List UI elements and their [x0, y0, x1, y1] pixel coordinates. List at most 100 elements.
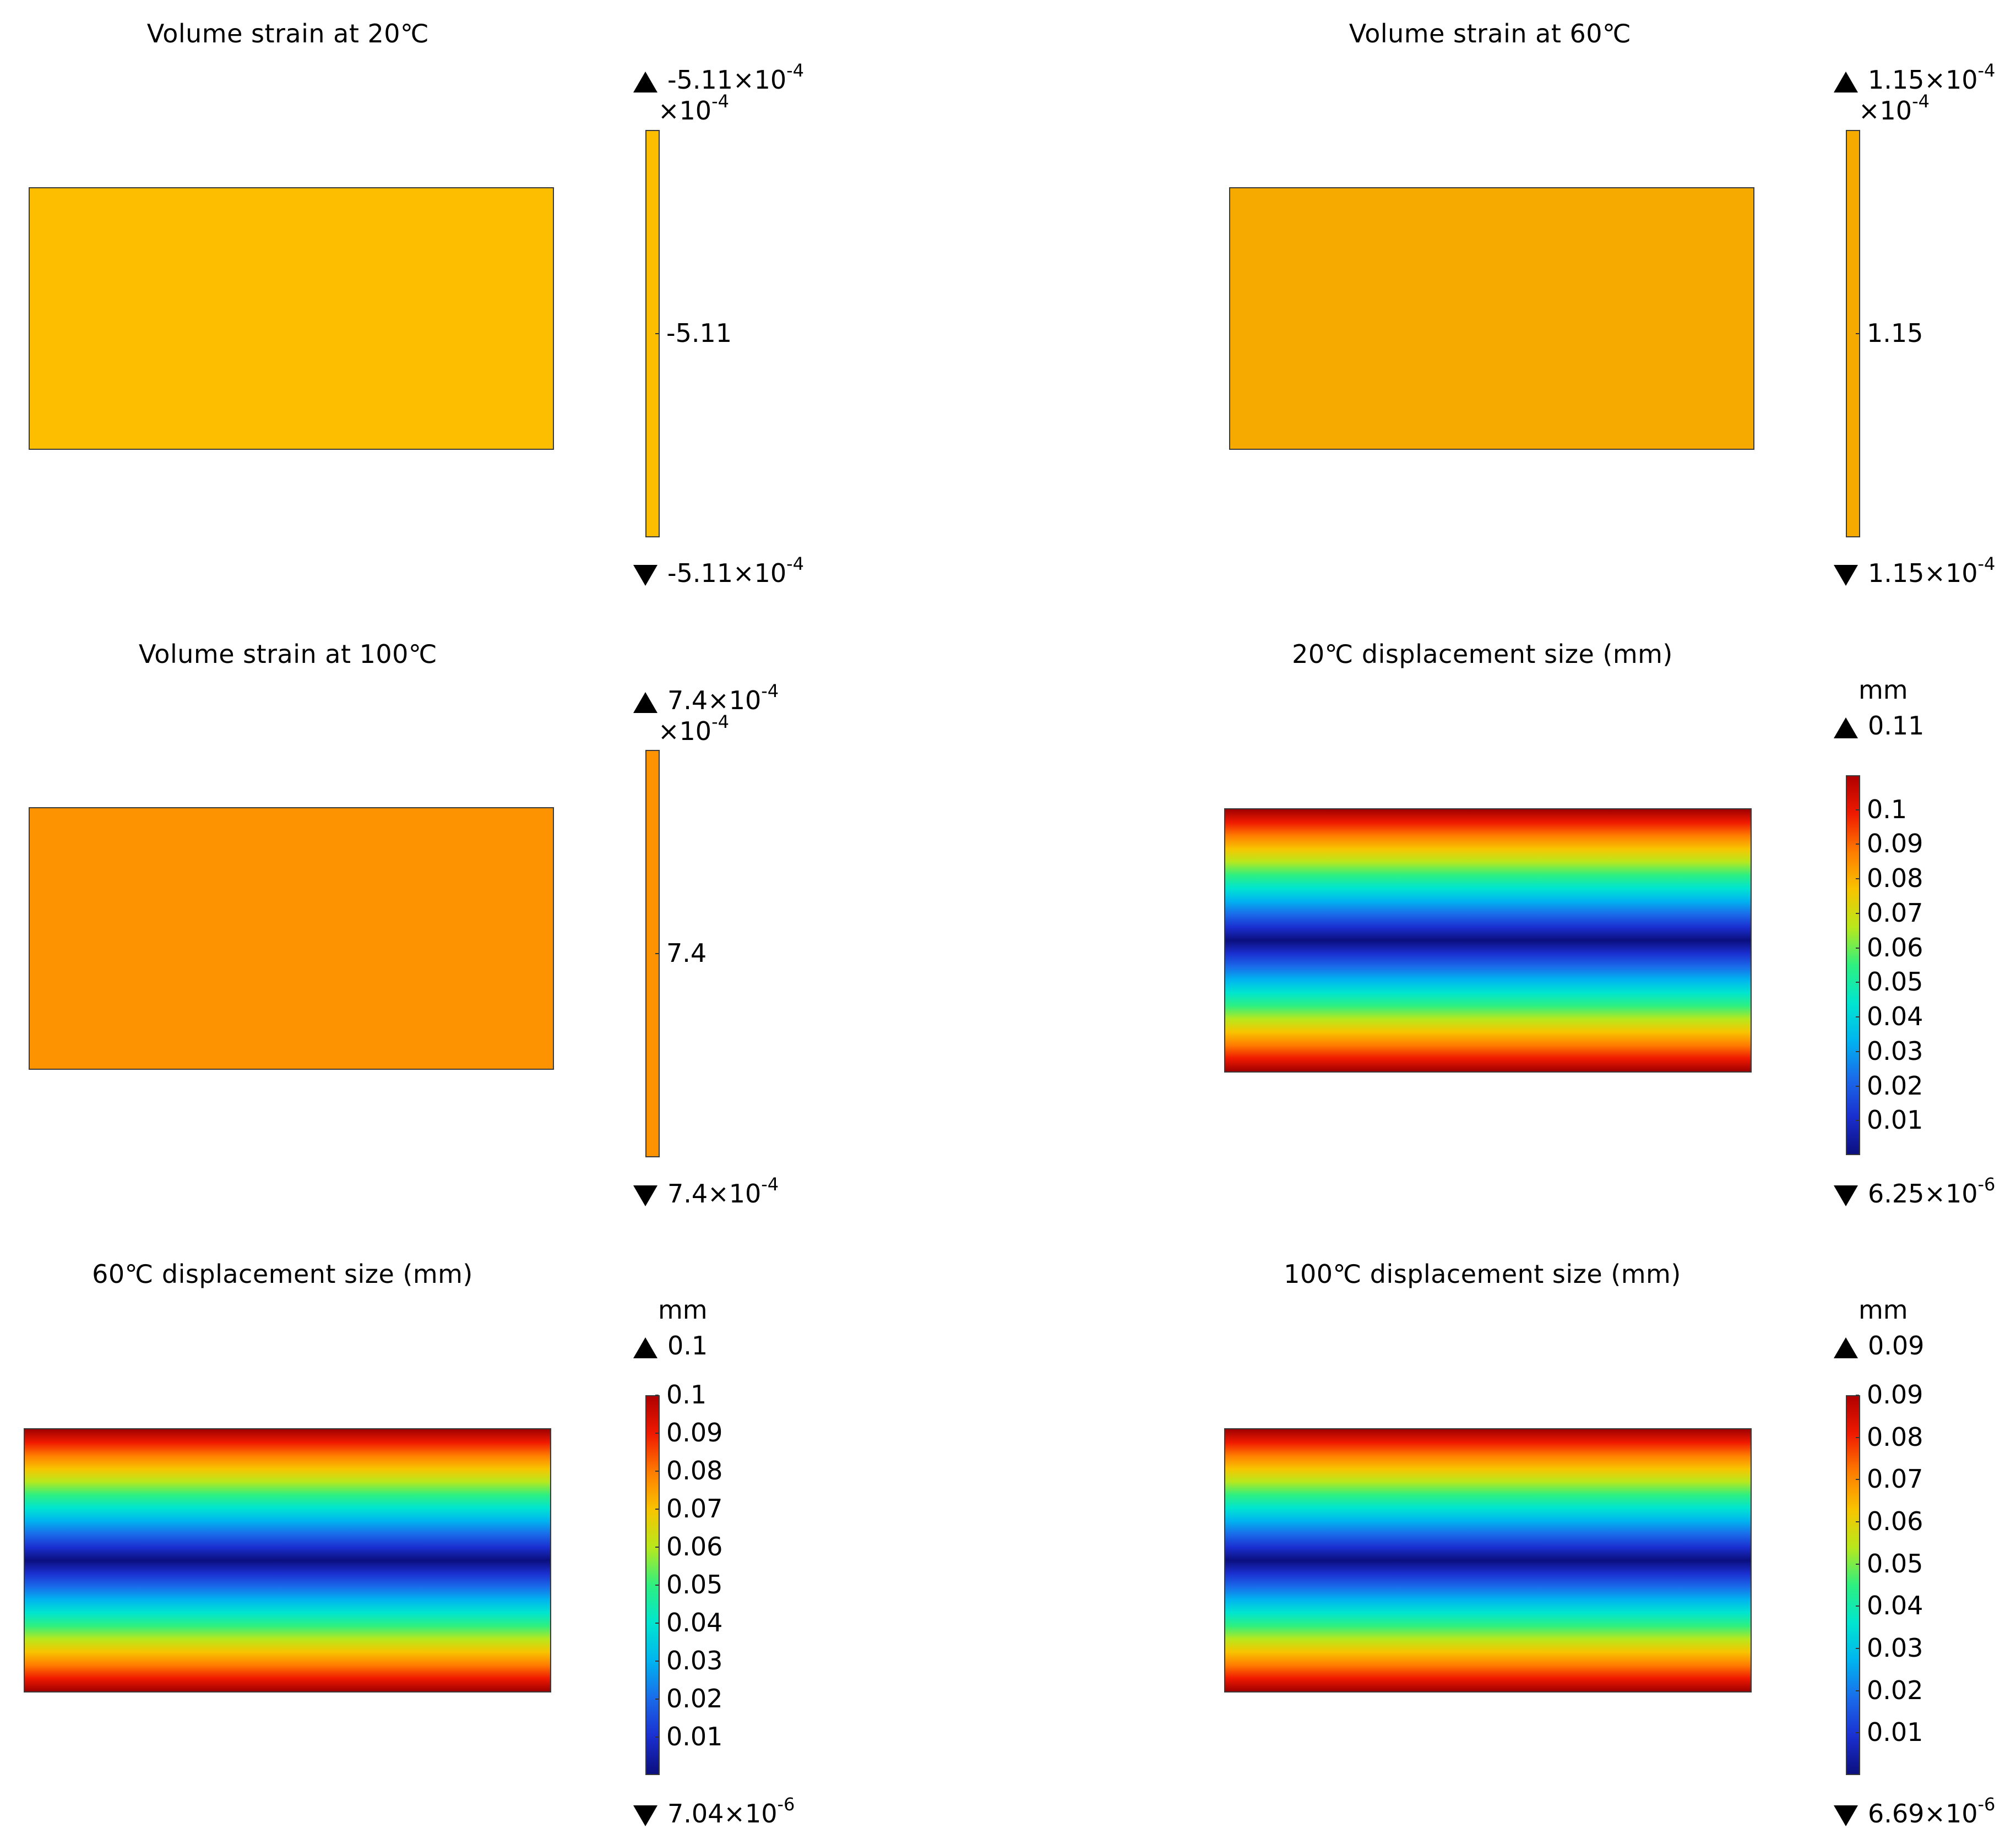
colorbar-tick-label: 0.03: [666, 1646, 723, 1676]
multiplier-exponent: -4: [711, 711, 729, 732]
colorbar-tick-mark: [1856, 912, 1859, 914]
colorbar-tick-label: 0.05: [1867, 967, 1923, 997]
triangle-down-icon: [633, 1805, 657, 1826]
colorbar-tick-mark: [655, 1623, 659, 1624]
colorbar-tick-mark: [655, 1699, 659, 1700]
colorbar-tick-mark: [1856, 982, 1859, 983]
min-exponent: -4: [786, 553, 805, 574]
panel-title: Volume strain at 100℃: [138, 639, 438, 669]
min-mantissa: 7.4×10: [667, 1179, 762, 1209]
colorbar-tick-mark: [655, 1471, 659, 1472]
colorbar-tick-label: 0.06: [1867, 1506, 1923, 1537]
colorbar-tick-label: 7.4: [666, 938, 707, 968]
triangle-up-icon: [1834, 717, 1858, 738]
min-exponent: -6: [777, 1794, 795, 1815]
colorbar-tick-mark: [655, 1395, 659, 1396]
plot-domain: [24, 1428, 551, 1692]
min-exponent: -4: [1977, 553, 1996, 574]
min-mantissa: -5.11×10: [667, 558, 787, 588]
min-mantissa: 6.25×10: [1868, 1179, 1978, 1209]
min-mantissa: 1.15×10: [1868, 558, 1978, 588]
colorbar-tick-label: 0.09: [1867, 1380, 1923, 1409]
colorbar-tick-label: 0.1: [1867, 794, 1908, 824]
colorbar-tick-label: 0.05: [666, 1570, 723, 1600]
colorbar-unit: mm: [1859, 675, 1908, 705]
colorbar-tick-mark: [655, 1547, 659, 1548]
colorbar-max: 0.11: [1834, 707, 1924, 738]
colorbar-tick-mark: [1856, 1690, 1859, 1691]
min-exponent: -4: [761, 1174, 779, 1195]
triangle-up-icon: [1834, 1337, 1858, 1358]
panel-volume-strain-100: Volume strain at 100℃ 7.4×10-4 ×10-4 7.4…: [0, 619, 1008, 1225]
panel-title: 60℃ displacement size (mm): [92, 1259, 473, 1289]
colorbar-tick-label: 0.02: [1867, 1675, 1923, 1705]
colorbar-unit: mm: [1859, 1295, 1908, 1325]
colorbar-tick-mark: [1856, 1732, 1859, 1734]
colorbar-tick-mark: [655, 1509, 659, 1510]
panel-title: Volume strain at 20℃: [146, 19, 430, 48]
colorbar-tick-mark: [1856, 1051, 1859, 1052]
colorbar-min: 1.15×10-4: [1834, 555, 1995, 586]
triangle-up-icon: [633, 692, 657, 713]
max-mantissa: -5.11×10: [667, 65, 787, 95]
max-mantissa: 0.11: [1868, 711, 1925, 741]
min-mantissa: 6.69×10: [1868, 1799, 1978, 1828]
colorbar-tick-mark: [1856, 1120, 1859, 1122]
multiplier-mantissa: ×10: [1859, 96, 1912, 126]
colorbar-tick-label: 0.03: [1867, 1036, 1923, 1066]
max-mantissa: 0.1: [667, 1331, 708, 1360]
colorbar-tick-mark: [1856, 1395, 1859, 1396]
colorbar-tick-mark: [1856, 843, 1859, 845]
colorbar-tick-label: 0.08: [1867, 863, 1923, 894]
max-mantissa: 0.09: [1868, 1331, 1925, 1360]
colorbar-tick-label: 0.04: [1867, 1591, 1923, 1621]
colorbar-unit: mm: [658, 1295, 708, 1325]
colorbar-tick-mark: [1856, 1479, 1859, 1481]
colorbar: [1846, 775, 1860, 1155]
colorbar-tick-mark: [1856, 1436, 1859, 1438]
colorbar-max: 0.09: [1834, 1327, 1924, 1358]
colorbar-tick-mark: [1856, 1563, 1859, 1565]
triangle-down-icon: [1834, 1805, 1858, 1826]
colorbar-tick-label: 0.01: [1867, 1717, 1923, 1748]
panel-title: 20℃ displacement size (mm): [1292, 639, 1673, 669]
colorbar-tick-mark: [1856, 878, 1859, 880]
max-exponent: -4: [1977, 60, 1996, 81]
colorbar-min: -5.11×10-4: [633, 555, 804, 586]
triangle-down-icon: [633, 1185, 657, 1206]
panel-displacement-60: 60℃ displacement size (mm) mm 0.1 0.1 0.0…: [0, 1239, 1008, 1845]
colorbar-max: -5.11×10-4: [633, 62, 804, 92]
colorbar-tick-mark: [1856, 1521, 1859, 1523]
panel-title: 100℃ displacement size (mm): [1284, 1259, 1681, 1289]
plot-domain: [1224, 808, 1752, 1073]
colorbar-tick-label: 0.03: [1867, 1633, 1923, 1663]
colorbar-max: 0.1: [633, 1327, 708, 1358]
max-mantissa: 1.15×10: [1868, 65, 1978, 95]
min-exponent: -6: [1977, 1174, 1996, 1195]
colorbar-tick-mark: [1856, 1605, 1859, 1607]
colorbar-tick-label: 0.08: [666, 1456, 723, 1485]
colorbar-tick-label: 0.05: [1867, 1548, 1923, 1579]
triangle-up-icon: [633, 71, 657, 92]
max-exponent: -4: [761, 681, 779, 701]
colorbar-tick-label: 0.01: [1867, 1105, 1923, 1135]
colorbar-tick-mark: [655, 1737, 659, 1738]
colorbar-tick-label: 0.02: [1867, 1070, 1923, 1101]
max-mantissa: 7.4×10: [667, 685, 762, 715]
colorbar-tick-label: -5.11: [666, 318, 732, 348]
colorbar-tick-mark: [655, 1585, 659, 1586]
colorbar-tick-label: 0.09: [666, 1418, 723, 1447]
colorbar-tick-mark: [1856, 947, 1859, 949]
colorbar-tick-label: 0.04: [1867, 1002, 1923, 1032]
colorbar-multiplier: ×10-4: [658, 92, 729, 123]
panel-displacement-20: 20℃ displacement size (mm) mm 0.11 0.1 0.…: [1008, 619, 2015, 1225]
plot-domain: [29, 187, 554, 450]
triangle-down-icon: [1834, 1185, 1858, 1206]
colorbar-tick-label: 0.01: [666, 1722, 723, 1752]
triangle-up-icon: [1834, 71, 1858, 92]
colorbar-tick-label: 0.08: [1867, 1422, 1923, 1452]
colorbar-tick-label: 1.15: [1867, 318, 1923, 348]
colorbar-tick-mark: [655, 333, 659, 334]
colorbar-min: 7.4×10-4: [633, 1175, 779, 1206]
colorbar-tick-mark: [1856, 1085, 1859, 1087]
